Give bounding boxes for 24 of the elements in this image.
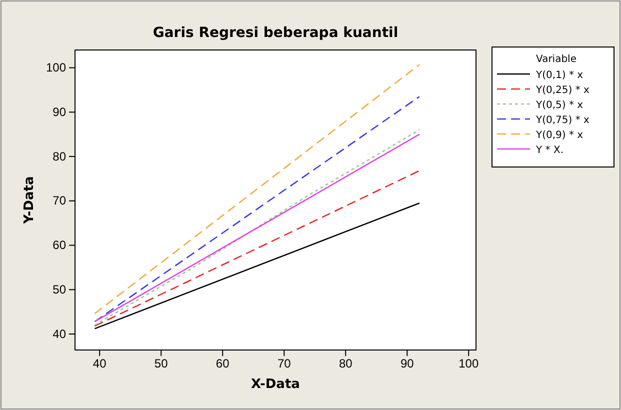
y-tick-label: 80 <box>52 149 66 164</box>
x-tick-label: 80 <box>338 356 353 371</box>
y-tick-label: 90 <box>52 104 66 119</box>
x-tick-label: 90 <box>400 356 414 371</box>
legend-label: Y(0,25) * x <box>535 85 590 96</box>
legend-label: Y(0,75) * x <box>535 115 590 126</box>
legend-label: Y(0,5) * x <box>535 100 584 111</box>
chart-title: Garis Regresi beberapa kuantil <box>152 25 398 41</box>
legend-label: Y(0,9) * x <box>535 130 584 141</box>
y-tick-label: 100 <box>46 60 66 75</box>
x-tick-label: 50 <box>154 356 168 371</box>
x-tick-label: 60 <box>216 356 230 371</box>
legend-label: Y(0,1) * x <box>535 70 584 81</box>
y-tick-label: 40 <box>52 326 66 341</box>
y-tick-label: 70 <box>52 194 66 208</box>
x-tick-label: 40 <box>92 356 107 371</box>
y-axis-title: Y-Data <box>22 176 37 225</box>
legend-title: Variable <box>536 54 576 65</box>
x-axis-title: X-Data <box>251 377 300 392</box>
x-tick-label: 70 <box>277 356 292 371</box>
legend-label: Y * X. <box>535 145 564 156</box>
y-tick-label: 50 <box>52 282 66 296</box>
y-tick-label: 60 <box>52 238 66 252</box>
x-tick-label: 100 <box>458 356 479 371</box>
